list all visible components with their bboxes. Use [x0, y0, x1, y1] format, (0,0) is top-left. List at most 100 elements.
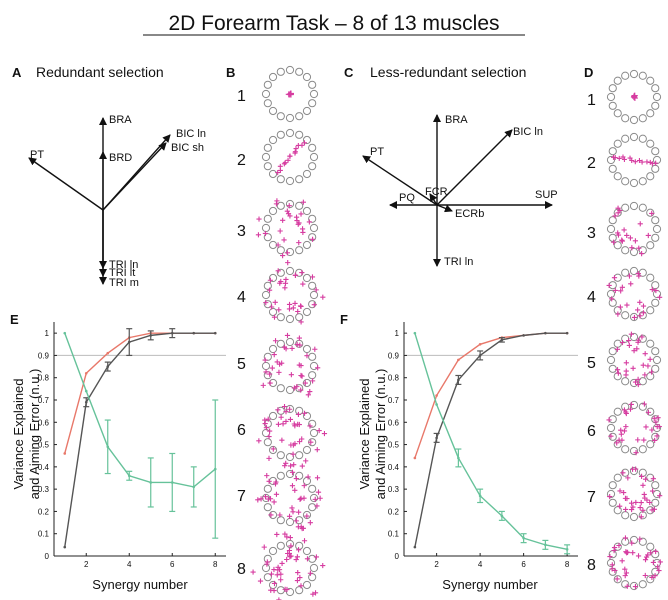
series-line-aiming-error — [414, 332, 568, 551]
target-plus-marker — [632, 238, 638, 244]
target-plus-marker — [627, 406, 634, 412]
target-plus-marker — [623, 424, 629, 430]
target-plus-marker — [295, 221, 301, 227]
label-c-fcr: FCR — [425, 186, 448, 198]
data-point — [170, 481, 174, 484]
target-plus-marker — [633, 466, 639, 472]
b-row-label: 8 — [237, 561, 246, 578]
target-ring-marker — [608, 347, 617, 356]
target-plus-marker — [250, 569, 256, 575]
circle-diagram — [255, 198, 319, 259]
target-ring-marker — [629, 512, 639, 522]
data-point — [565, 548, 569, 551]
target-plus-marker — [263, 425, 270, 431]
data-point — [106, 365, 110, 368]
target-plus-marker — [629, 540, 635, 546]
target-ring-marker — [651, 147, 660, 156]
x-tick-label: 2 — [434, 560, 439, 569]
e-ylabel-line2: and Aiming Error (n.u.) — [27, 369, 42, 500]
target-plus-marker — [642, 372, 648, 378]
target-plus-marker — [274, 572, 280, 578]
target-plus-marker — [288, 543, 294, 549]
target-plus-marker — [296, 439, 303, 445]
f-ylabel-line1: Variance Explained — [357, 378, 372, 489]
target-plus-marker — [623, 368, 629, 374]
target-ring-marker — [302, 546, 312, 556]
y-tick-label: 0.7 — [388, 396, 400, 405]
target-ring-marker — [646, 542, 655, 551]
target-plus-marker — [299, 436, 305, 442]
y-tick-label: 0.7 — [38, 396, 50, 405]
series-line-variance-random — [64, 332, 216, 548]
target-ring-marker — [261, 290, 271, 300]
target-plus-marker — [657, 493, 663, 499]
target-ring-marker — [302, 445, 312, 455]
target-plus-marker — [298, 372, 304, 379]
target-ring-marker — [629, 466, 639, 476]
target-ring-marker — [608, 216, 617, 225]
target-plus-marker — [297, 342, 303, 348]
target-plus-marker — [623, 360, 629, 366]
target-plus-marker — [619, 238, 626, 244]
target-ring-marker — [268, 273, 278, 283]
target-ring-marker — [263, 300, 272, 309]
b-row-label: 5 — [237, 356, 246, 373]
data-point — [435, 394, 438, 397]
target-plus-marker — [649, 286, 655, 293]
target-plus-marker — [650, 476, 656, 482]
target-ring-marker — [276, 112, 285, 121]
target-plus-marker — [642, 557, 649, 563]
data-point — [413, 456, 417, 460]
data-point — [544, 331, 547, 335]
target-plus-marker — [621, 489, 627, 496]
vector-c-ecrb — [436, 204, 453, 213]
target-plus-marker — [277, 228, 283, 234]
target-ring-marker — [651, 216, 660, 225]
target-plus-marker — [309, 378, 316, 384]
y-tick-label: 0.6 — [38, 418, 50, 427]
target-plus-marker — [266, 455, 272, 461]
target-ring-marker — [651, 498, 660, 507]
target-ring-marker — [646, 440, 655, 449]
data-point — [84, 389, 88, 393]
target-plus-marker — [627, 235, 634, 241]
x-tick-label: 8 — [213, 560, 218, 569]
circle-diagram — [606, 201, 662, 257]
target-ring-marker — [621, 445, 630, 454]
target-plus-marker — [617, 207, 623, 214]
target-ring-marker — [638, 114, 647, 123]
target-plus-marker — [298, 319, 304, 325]
target-ring-marker — [285, 539, 295, 549]
target-plus-marker — [263, 369, 269, 375]
target-plus-marker — [635, 437, 641, 443]
data-point — [213, 467, 217, 471]
target-plus-marker — [608, 433, 614, 439]
target-plus-marker — [653, 287, 659, 294]
target-plus-marker — [307, 388, 313, 395]
target-ring-marker — [613, 542, 622, 551]
target-plus-marker — [282, 531, 288, 537]
y-tick-label: 0.9 — [388, 351, 400, 360]
target-ring-marker — [651, 298, 660, 307]
target-plus-marker — [628, 281, 634, 287]
target-plus-marker — [267, 380, 273, 386]
target-plus-marker — [649, 427, 655, 433]
target-ring-marker — [629, 400, 639, 410]
target-ring-marker — [302, 273, 312, 283]
target-plus-marker — [275, 421, 282, 427]
label-tri-m: TRI m — [109, 277, 139, 289]
target-ring-marker — [295, 112, 304, 121]
target-plus-marker — [298, 211, 304, 217]
target-plus-marker — [295, 421, 301, 427]
target-plus-marker — [618, 427, 624, 433]
target-plus-marker — [314, 503, 320, 509]
data-point — [478, 494, 482, 498]
target-plus-marker — [630, 550, 636, 556]
target-ring-marker — [302, 206, 312, 216]
data-point — [435, 436, 438, 440]
label-c-tri-ln: TRI ln — [444, 256, 473, 268]
target-plus-marker — [638, 473, 645, 480]
target-ring-marker — [652, 155, 662, 165]
target-plus-marker — [618, 431, 624, 437]
